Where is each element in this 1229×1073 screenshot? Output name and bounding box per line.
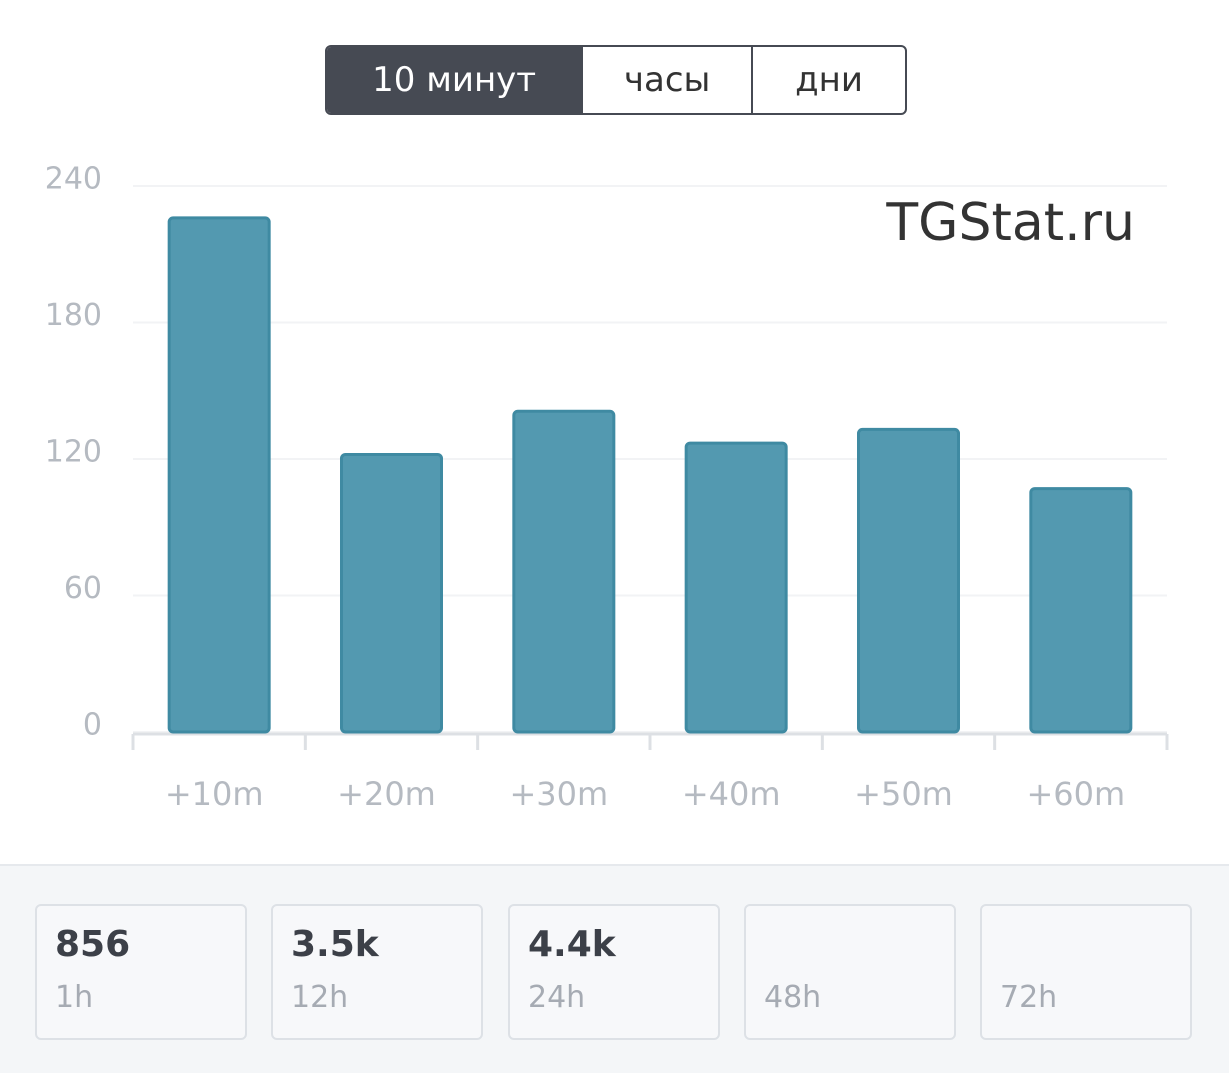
watermark: TGStat.ru: [885, 193, 1135, 253]
x-tick-label: +20m: [337, 775, 436, 813]
x-tick-label: +60m: [1026, 775, 1125, 813]
x-tick-label: +10m: [165, 775, 264, 813]
bar: [167, 216, 271, 734]
bar: [684, 441, 788, 734]
x-tick-label: +40m: [682, 775, 781, 813]
stat-label: 1h: [55, 980, 94, 1015]
stat-label: 12h: [291, 980, 349, 1015]
bar: [340, 452, 443, 734]
stat-label: 48h: [764, 980, 822, 1015]
stat-card: 48h: [744, 904, 956, 1040]
y-tick-label: 0: [83, 708, 102, 743]
stat-label: 72h: [1000, 980, 1058, 1015]
stat-card: 3.5k 12h: [271, 904, 483, 1040]
stats-panel: 856 1h 3.5k 12h 4.4k 24h 48h 72h: [0, 864, 1229, 1073]
stat-label: 24h: [528, 980, 586, 1015]
bar: [857, 427, 960, 734]
period-tab[interactable]: дни: [751, 47, 905, 113]
stat-card: 72h: [980, 904, 1192, 1040]
stat-value: 3.5k: [291, 924, 379, 965]
bar: [1029, 487, 1133, 734]
y-tick-label: 180: [45, 298, 102, 333]
period-tabs: 10 минут часы дни: [325, 45, 907, 115]
stat-card: 4.4k 24h: [508, 904, 720, 1040]
period-tab[interactable]: 10 минут: [327, 47, 582, 113]
period-tab[interactable]: часы: [581, 47, 751, 113]
stat-value: 856: [55, 924, 131, 965]
x-tick-label: +50m: [854, 775, 953, 813]
y-tick-label: 240: [45, 162, 102, 197]
chart: TGStat.ru 0 60 120 180 240 +10m +20m +30m +40m +5…: [45, 162, 1169, 813]
bar: [512, 409, 616, 734]
stat-value: 4.4k: [528, 924, 616, 965]
x-tick-label: +30m: [509, 775, 608, 813]
y-tick-label: 120: [45, 435, 102, 470]
y-tick-label: 60: [64, 571, 102, 606]
stat-card: 856 1h: [35, 904, 247, 1040]
